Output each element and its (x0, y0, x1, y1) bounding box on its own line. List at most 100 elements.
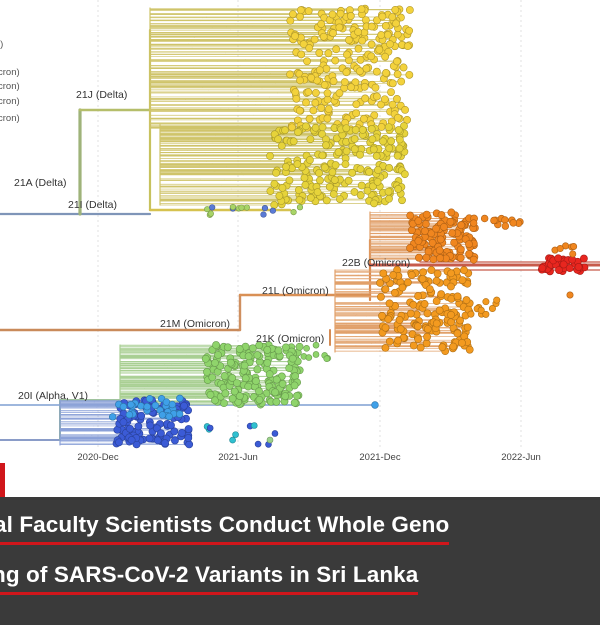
tip-point (320, 163, 329, 172)
tip-point (448, 229, 457, 238)
tip-point (318, 151, 327, 160)
tip-point (377, 31, 386, 39)
caption-line-1: al Faculty Scientists Conduct Whole Geno (0, 512, 450, 545)
tip-point (348, 168, 357, 177)
tip-point (380, 95, 389, 104)
tip-point (457, 221, 466, 230)
tip-point (384, 187, 393, 196)
tip-point (385, 299, 394, 308)
tip-point (294, 128, 302, 136)
tip-point (458, 276, 467, 284)
tip-point (260, 211, 267, 218)
tip-point (465, 240, 473, 249)
tip-point (335, 89, 344, 97)
tip-point (153, 436, 162, 445)
tip-point (343, 50, 351, 59)
tip-point (460, 266, 468, 275)
tip-point (263, 358, 272, 367)
tip-point (392, 19, 400, 28)
tip-point (311, 123, 320, 132)
x-tick-label: 2021-Jun (218, 452, 258, 463)
tip-point (447, 282, 455, 291)
tip-point (456, 253, 465, 262)
tip-point (275, 191, 284, 200)
tip-point (447, 208, 456, 217)
tip-point (387, 137, 396, 146)
tip-point (480, 214, 489, 223)
tip-point (229, 436, 236, 444)
tip-point (367, 125, 376, 133)
tip-point (315, 169, 323, 177)
tip-point (305, 44, 314, 52)
tip-point (302, 122, 310, 131)
tip-point (538, 264, 547, 273)
tip-point (137, 411, 146, 420)
tip-point (351, 125, 360, 134)
tip-point (371, 83, 380, 92)
legend-entry: cron) (0, 96, 20, 107)
tip-point (143, 402, 151, 411)
tip-point (285, 176, 294, 185)
tip-point (309, 106, 318, 115)
tip-point (357, 181, 366, 190)
tip-point (346, 12, 355, 20)
tip-point (361, 94, 370, 103)
tip-point (282, 162, 290, 171)
tip-point (433, 269, 442, 278)
tip-point (422, 210, 431, 219)
tip-point (378, 311, 386, 320)
tip-point (233, 379, 241, 387)
tip-point (184, 425, 193, 433)
tip-point (345, 36, 353, 44)
tip-point (271, 430, 279, 437)
tip-point (373, 177, 382, 186)
tip-point (501, 222, 510, 230)
tip-point (263, 346, 272, 354)
tip-points (108, 4, 589, 449)
tip-point (252, 377, 260, 385)
tip-point (243, 204, 250, 211)
tip-point (288, 354, 297, 363)
tip-point (381, 344, 390, 352)
tip-point (423, 332, 431, 341)
tip-point (303, 57, 311, 66)
tip-point (212, 341, 220, 349)
tip-point (178, 429, 186, 437)
tip-point (238, 204, 245, 211)
tip-point (352, 100, 361, 109)
tip-point (368, 182, 377, 191)
tip-point (456, 245, 465, 254)
tip-point (458, 338, 466, 347)
tip-point (405, 26, 414, 35)
tip-point (316, 66, 324, 75)
tip-point (151, 401, 160, 410)
tip-point (228, 374, 237, 382)
tip-point (226, 358, 235, 367)
tip-point (229, 203, 237, 211)
tip-point (306, 193, 315, 202)
tip-point (379, 269, 388, 278)
tip-point (367, 52, 376, 61)
tip-point (329, 77, 338, 86)
legend-entry: cron) (0, 113, 20, 124)
tip-point (398, 283, 407, 292)
tip-point (469, 255, 478, 264)
tip-point (432, 319, 441, 328)
tip-point (315, 49, 324, 57)
tip-point (301, 181, 310, 189)
tip-point (313, 188, 322, 197)
tip-point (415, 253, 423, 262)
tip-point (282, 343, 290, 352)
tip-point (385, 337, 394, 346)
tip-point (407, 226, 416, 235)
tip-point (435, 246, 444, 255)
tip-point (406, 244, 414, 252)
tip-point (119, 418, 128, 427)
tip-point (390, 288, 399, 297)
tip-point (305, 114, 314, 123)
tip-point (391, 5, 400, 14)
tip-point (288, 123, 296, 132)
tip-point (278, 183, 287, 192)
tip-point (304, 7, 313, 15)
tip-point (372, 152, 381, 160)
